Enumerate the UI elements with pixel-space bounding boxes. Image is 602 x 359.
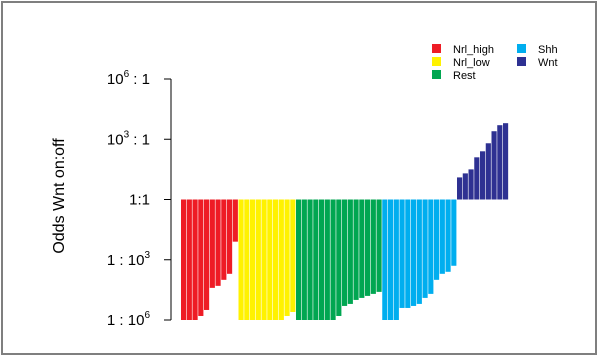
bar-rest: [324, 199, 330, 320]
bar-nrl-high: [232, 199, 238, 242]
bar-nrl-low: [284, 199, 290, 316]
legend-swatch: [517, 57, 526, 66]
bar-wnt: [468, 169, 474, 200]
bar-nrl-high: [186, 199, 192, 320]
bar-shh: [382, 199, 388, 320]
bar-rest: [313, 199, 319, 320]
bar-rest: [347, 199, 353, 304]
bar-nrl-low: [267, 199, 273, 320]
bar-shh: [405, 199, 411, 308]
y-tick-label: 1 : 106: [107, 310, 151, 329]
bar-wnt: [503, 123, 509, 200]
bar-rest: [365, 199, 371, 296]
bar-rest: [307, 199, 313, 320]
bar-nrl-high: [198, 199, 204, 316]
bar-nrl-high: [192, 199, 198, 320]
bar-nrl-low: [255, 199, 261, 320]
bar-rest: [296, 199, 302, 320]
bar-wnt: [497, 125, 503, 200]
bar-wnt: [491, 131, 497, 200]
bar-shh: [445, 199, 451, 272]
bars-group: [181, 123, 509, 320]
legend-swatch: [517, 44, 526, 53]
bar-shh: [411, 199, 417, 306]
bar-shh: [439, 199, 445, 274]
bar-shh: [399, 199, 405, 308]
bar-wnt: [457, 177, 463, 200]
bar-shh: [416, 199, 422, 304]
bar-rest: [370, 199, 376, 294]
bar-shh: [451, 199, 457, 266]
bar-nrl-low: [250, 199, 256, 320]
bar-nrl-low: [238, 199, 244, 320]
legend-swatch: [432, 70, 441, 79]
bar-nrl-low: [244, 199, 250, 320]
bar-nrl-high: [204, 199, 210, 310]
bar-rest: [342, 199, 348, 306]
bar-nrl-low: [273, 199, 279, 320]
bar-nrl-low: [278, 199, 284, 320]
bar-rest: [359, 199, 365, 298]
legend-swatch: [432, 57, 441, 66]
bar-nrl-high: [181, 199, 187, 320]
legend-label: Shh: [538, 44, 558, 56]
legend-label: Nrl_high: [453, 44, 494, 56]
bar-rest: [330, 199, 336, 320]
bar-nrl-low: [261, 199, 267, 320]
legend-label: Nrl_low: [453, 57, 490, 69]
bar-rest: [319, 199, 325, 320]
bar-nrl-high: [215, 199, 221, 286]
y-axis: 106 : 1 103 : 1 1:1 1 : 103 1 : 106: [107, 69, 172, 329]
bar-wnt: [485, 143, 491, 200]
bar-wnt: [480, 151, 486, 200]
bar-nrl-high: [221, 199, 227, 280]
bar-rest: [376, 199, 382, 292]
y-tick-label: 106 : 1: [107, 69, 150, 88]
bar-shh: [428, 199, 434, 294]
bar-rest: [336, 199, 342, 316]
y-tick-label: 1 : 103: [107, 250, 151, 269]
bar-nrl-high: [209, 199, 215, 288]
bar-shh: [393, 199, 399, 320]
legend-swatch: [432, 44, 441, 53]
y-tick-label: 1:1: [129, 192, 150, 209]
bar-nrl-high: [227, 199, 233, 274]
bar-rest: [353, 199, 359, 300]
bar-shh: [434, 199, 440, 280]
legend-label: Rest: [453, 70, 476, 82]
bar-shh: [422, 199, 428, 298]
bar-shh: [388, 199, 394, 320]
bar-wnt: [462, 173, 468, 200]
bar-nrl-low: [290, 199, 296, 312]
bar-wnt: [474, 157, 480, 200]
y-tick-label: 103 : 1: [107, 129, 150, 148]
legend-label: Wnt: [538, 57, 558, 69]
bar-rest: [301, 199, 307, 320]
y-axis-title: Odds Wnt on:off: [51, 138, 68, 254]
